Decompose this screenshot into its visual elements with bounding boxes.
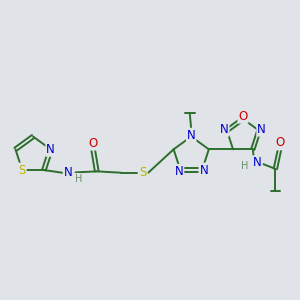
Text: N: N <box>253 156 262 169</box>
Text: S: S <box>19 164 26 176</box>
Text: N: N <box>175 165 183 178</box>
Text: O: O <box>238 110 248 123</box>
Text: H: H <box>75 174 82 184</box>
Text: N: N <box>220 123 229 136</box>
Text: N: N <box>187 129 196 142</box>
Text: N: N <box>64 166 73 179</box>
Text: N: N <box>46 143 55 156</box>
Text: O: O <box>275 136 285 149</box>
Text: O: O <box>88 136 98 150</box>
Text: H: H <box>242 161 249 171</box>
Text: N: N <box>200 164 208 176</box>
Text: S: S <box>139 166 147 179</box>
Text: N: N <box>257 123 266 136</box>
